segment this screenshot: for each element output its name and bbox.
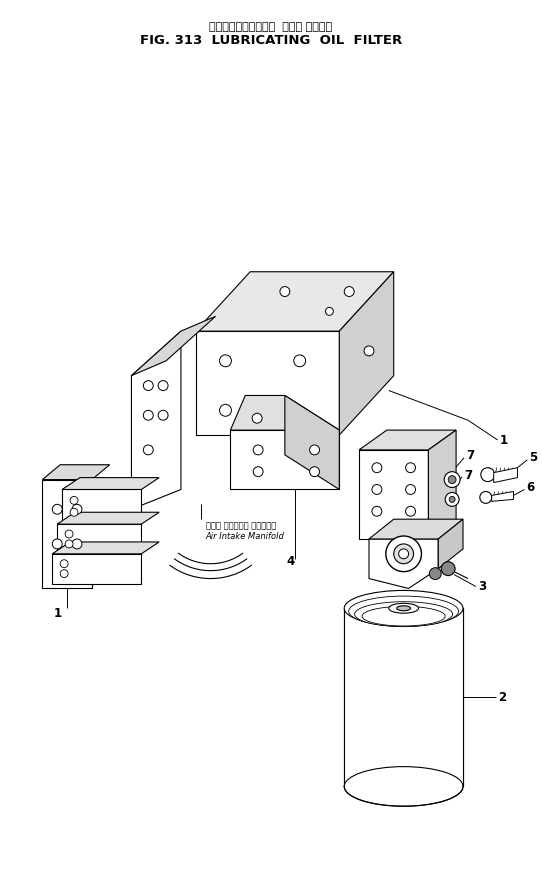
Polygon shape — [339, 272, 393, 435]
Text: 2: 2 — [498, 691, 506, 704]
Ellipse shape — [397, 605, 410, 611]
Polygon shape — [285, 395, 339, 489]
Circle shape — [70, 496, 78, 504]
Circle shape — [253, 466, 263, 477]
Polygon shape — [57, 524, 141, 554]
Circle shape — [372, 506, 382, 517]
Polygon shape — [359, 430, 456, 450]
Polygon shape — [62, 489, 141, 524]
Circle shape — [386, 536, 422, 572]
Text: 1: 1 — [54, 606, 62, 620]
Text: Air Intake Manifold: Air Intake Manifold — [205, 532, 285, 541]
Circle shape — [294, 355, 306, 367]
Text: 6: 6 — [526, 481, 534, 494]
Circle shape — [429, 568, 441, 580]
Circle shape — [372, 485, 382, 495]
Circle shape — [143, 445, 153, 455]
Circle shape — [220, 405, 231, 416]
Ellipse shape — [349, 596, 459, 627]
Ellipse shape — [354, 602, 453, 627]
Circle shape — [344, 287, 354, 297]
Polygon shape — [57, 512, 159, 524]
Text: 7: 7 — [466, 450, 474, 462]
Circle shape — [60, 569, 68, 577]
Circle shape — [52, 504, 62, 514]
Circle shape — [252, 414, 262, 423]
Circle shape — [143, 410, 153, 421]
Text: 1: 1 — [500, 434, 508, 446]
Circle shape — [393, 544, 414, 564]
Polygon shape — [132, 331, 181, 510]
Circle shape — [405, 485, 416, 495]
Ellipse shape — [344, 590, 463, 626]
Polygon shape — [132, 316, 216, 376]
Polygon shape — [42, 480, 92, 589]
Polygon shape — [494, 467, 518, 482]
Text: 5: 5 — [530, 451, 538, 465]
Circle shape — [481, 467, 495, 481]
Polygon shape — [52, 542, 159, 554]
Circle shape — [220, 355, 231, 367]
Polygon shape — [52, 554, 141, 583]
Circle shape — [364, 346, 374, 356]
Circle shape — [325, 307, 333, 315]
Polygon shape — [196, 331, 339, 435]
Circle shape — [70, 509, 78, 517]
Circle shape — [158, 381, 168, 391]
Polygon shape — [344, 608, 463, 787]
Circle shape — [309, 466, 319, 477]
Polygon shape — [438, 519, 463, 568]
Circle shape — [405, 506, 416, 517]
Text: ルーブリケーティング  オイル フィルタ: ルーブリケーティング オイル フィルタ — [209, 22, 333, 33]
Polygon shape — [492, 491, 513, 502]
Ellipse shape — [389, 604, 418, 613]
Circle shape — [444, 472, 460, 488]
Circle shape — [72, 504, 82, 514]
Circle shape — [480, 491, 492, 503]
Text: 3: 3 — [478, 580, 486, 593]
Circle shape — [309, 445, 319, 455]
Circle shape — [253, 445, 263, 455]
Circle shape — [65, 540, 73, 548]
Circle shape — [60, 560, 68, 568]
Text: 7: 7 — [464, 469, 472, 482]
Circle shape — [405, 463, 416, 473]
Circle shape — [372, 463, 382, 473]
Polygon shape — [196, 272, 393, 331]
Polygon shape — [359, 450, 428, 539]
Circle shape — [445, 493, 459, 506]
Circle shape — [399, 549, 409, 559]
Text: FIG. 313  LUBRICATING  OIL  FILTER: FIG. 313 LUBRICATING OIL FILTER — [140, 34, 402, 48]
Polygon shape — [369, 539, 438, 589]
Circle shape — [448, 475, 456, 483]
Polygon shape — [62, 478, 159, 489]
Circle shape — [158, 410, 168, 421]
Polygon shape — [42, 465, 109, 480]
Circle shape — [441, 561, 455, 576]
Circle shape — [72, 539, 82, 549]
Ellipse shape — [344, 766, 463, 806]
Polygon shape — [369, 519, 463, 539]
Circle shape — [65, 530, 73, 538]
Polygon shape — [230, 395, 339, 430]
Ellipse shape — [362, 606, 445, 626]
Text: 4: 4 — [287, 555, 295, 568]
Text: エアー インテーク マニホルド: エアー インテーク マニホルド — [205, 521, 276, 530]
Circle shape — [449, 496, 455, 502]
Circle shape — [280, 287, 290, 297]
Circle shape — [52, 539, 62, 549]
Polygon shape — [428, 430, 456, 539]
Circle shape — [143, 381, 153, 391]
Polygon shape — [230, 430, 339, 489]
